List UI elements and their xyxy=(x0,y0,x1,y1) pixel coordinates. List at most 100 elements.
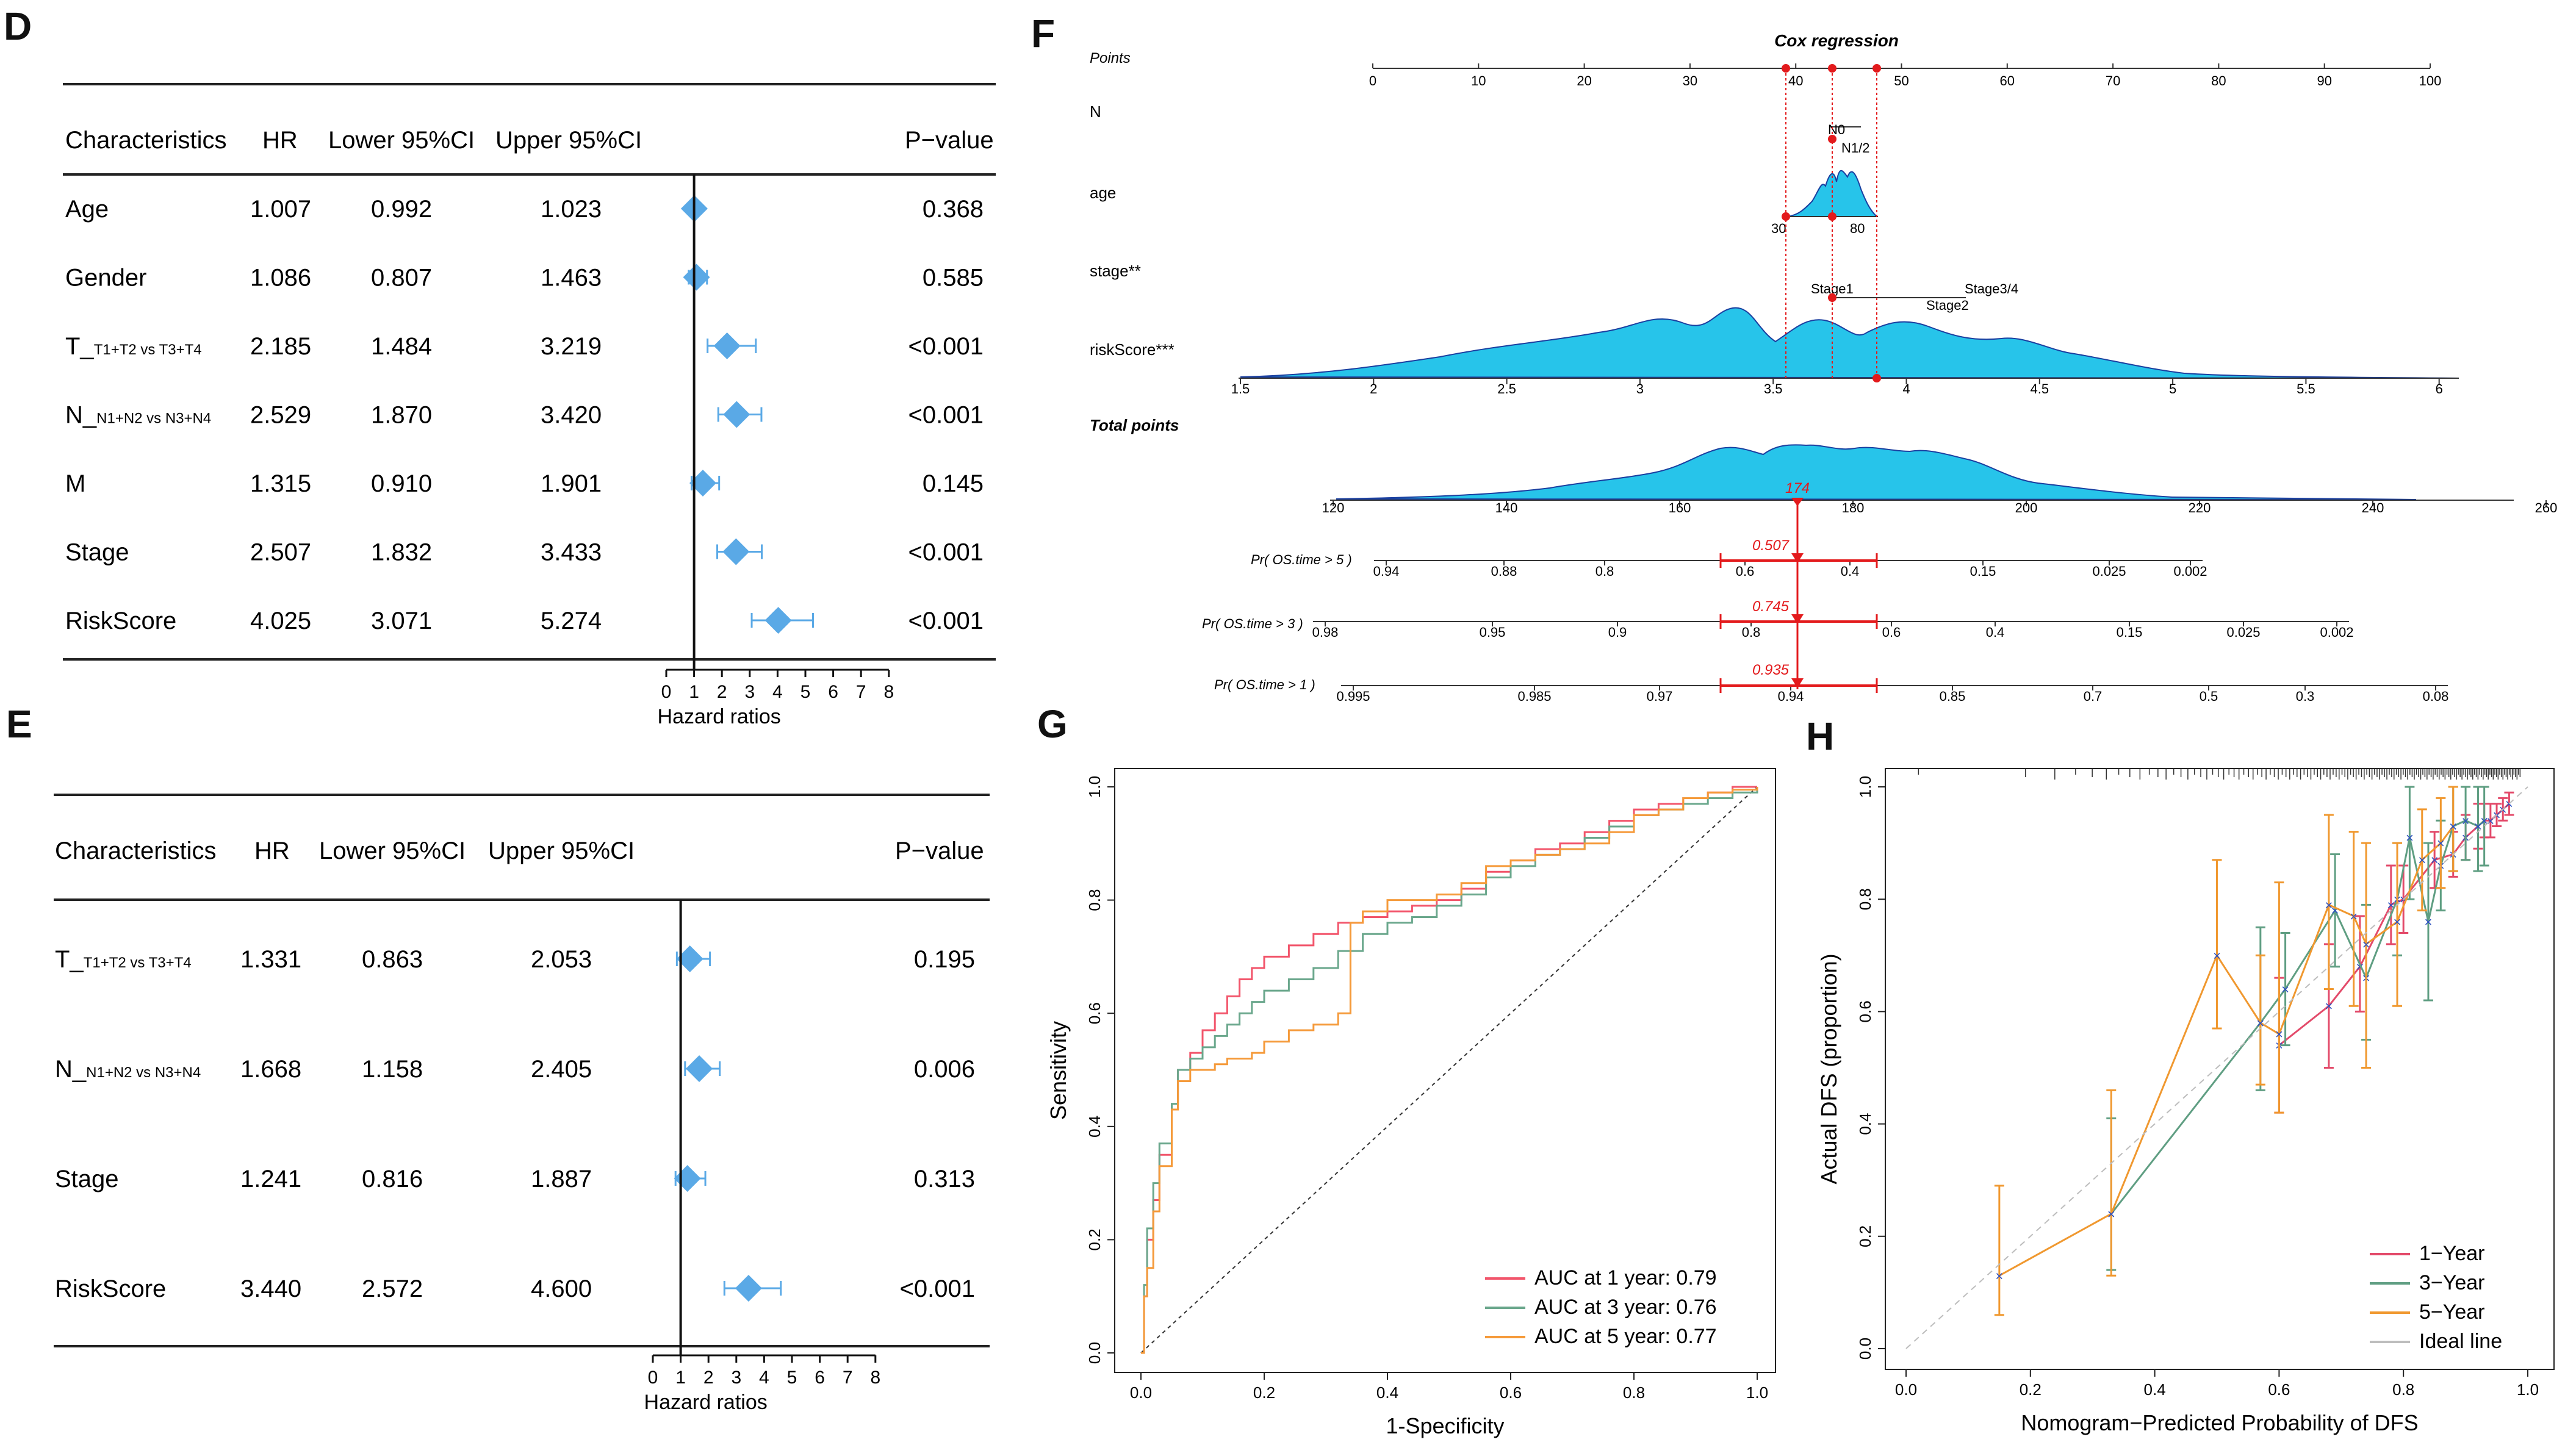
pr1-tick-label: 0.94 xyxy=(1778,689,1804,704)
x-tick-label: 0 xyxy=(648,1368,658,1388)
row-lower-ci: 1.832 xyxy=(371,539,432,566)
panel-letter-h: H xyxy=(1806,714,1835,758)
riskscore-tick-label: 1.5 xyxy=(1231,381,1250,396)
x-tick-label: 0.8 xyxy=(1623,1383,1645,1402)
score-point xyxy=(1828,212,1837,221)
row-lower-ci: 3.071 xyxy=(371,608,432,634)
pr1-tick-label: 0.5 xyxy=(2200,689,2218,704)
legend-label: 3−Year xyxy=(2419,1271,2484,1294)
total-points-label: Total points xyxy=(1090,416,1179,434)
row-upper-ci: 1.901 xyxy=(541,470,602,497)
row-lower-ci: 0.816 xyxy=(362,1166,423,1192)
score-point xyxy=(1782,212,1790,221)
row-hr: 1.315 xyxy=(250,470,311,497)
age-tick-label: 30 xyxy=(1771,221,1786,236)
points-tick-label: 50 xyxy=(1894,73,1908,88)
panel-letter-e: E xyxy=(6,702,32,746)
x-tick-label: 5 xyxy=(800,682,811,702)
total-tick-label: 220 xyxy=(2189,500,2211,515)
points-tick-label: 90 xyxy=(2317,73,2331,88)
data-point: × xyxy=(2325,999,2333,1014)
plot-frame xyxy=(1114,768,1776,1373)
total-tick-label: 240 xyxy=(2362,500,2384,515)
pr3-tick-label: 0.98 xyxy=(1312,625,1339,640)
x-tick-label: 6 xyxy=(815,1368,825,1388)
data-point: × xyxy=(2256,1016,2264,1031)
nomogram-f: Cox regression Points N age stage** risk… xyxy=(1090,31,2558,704)
pr5-tick-label: 0.15 xyxy=(1970,564,1996,579)
row-p-value: 0.145 xyxy=(923,470,984,497)
y-axis-title: Sensitivity xyxy=(1046,1021,1071,1120)
total-points-density xyxy=(1336,444,2417,500)
pr5-tick-label: 0.4 xyxy=(1841,564,1860,579)
row-hr: 2.185 xyxy=(250,333,311,360)
total-marker xyxy=(1791,498,1804,506)
data-point: × xyxy=(2486,813,2494,828)
plot-frame xyxy=(1885,768,2555,1370)
calibration-chart-h: 0.0 0.0 0.2 0.2 0.4 0.4 0.6 0.6 0.8 0.8 1.0 1.0 Nomo… xyxy=(1816,768,2555,1435)
row-lower-ci: 0.863 xyxy=(362,946,423,973)
row-characteristic: Stage xyxy=(55,1166,119,1192)
n-level: N1/2 xyxy=(1841,140,1869,156)
y-tick-label: 0.0 xyxy=(1085,1342,1104,1364)
data-point: × xyxy=(2275,1027,2283,1042)
riskscore-tick-label: 2 xyxy=(1370,381,1377,396)
legend-label: AUC at 5 year: 0.77 xyxy=(1534,1325,1717,1348)
row-upper-ci: 3.420 xyxy=(541,402,602,429)
row-lower-ci: 1.870 xyxy=(371,402,432,429)
row-characteristic: Stage xyxy=(65,539,129,566)
riskscore-tick-label: 5.5 xyxy=(2297,381,2315,396)
data-point: × xyxy=(2437,836,2445,851)
header-characteristics: Characteristics xyxy=(65,127,227,154)
data-point: × xyxy=(2449,819,2457,834)
riskscore-tick-label: 3 xyxy=(1636,381,1644,396)
total-tick-label: 180 xyxy=(1842,500,1865,515)
hr-diamond xyxy=(764,607,792,634)
riskscore-tick-label: 3.5 xyxy=(1764,381,1783,396)
header-lower-ci: Lower 95%CI xyxy=(328,127,475,154)
legend-box xyxy=(2361,1238,2544,1366)
pr3-label: Pr( OS.time > 3 ) xyxy=(1202,616,1303,631)
x-tick-label: 1 xyxy=(675,1368,686,1388)
prob-marker xyxy=(1791,678,1804,688)
prob-marker xyxy=(1791,553,1804,563)
pr1-tick-label: 0.7 xyxy=(2084,689,2103,704)
row-lower-ci: 0.807 xyxy=(371,265,432,292)
points-tick-label: 10 xyxy=(1471,73,1486,88)
hr-diamond xyxy=(686,1055,713,1082)
row-upper-ci: 5.274 xyxy=(541,608,602,634)
row-p-value: 0.368 xyxy=(923,196,984,223)
row-lower-ci: 0.992 xyxy=(371,196,432,223)
y-tick-label: 0.8 xyxy=(1856,888,1874,910)
data-point: × xyxy=(2505,797,2513,812)
total-tick-label: 160 xyxy=(1669,500,1691,515)
stage-level: Stage3/4 xyxy=(1965,281,2018,296)
row-hr: 2.507 xyxy=(250,539,311,566)
data-point: × xyxy=(2362,937,2370,952)
pr1-tick-label: 0.08 xyxy=(2423,689,2449,704)
pr1-value-label: 0.935 xyxy=(1752,662,1790,678)
pr5-tick-label: 0.94 xyxy=(1373,564,1400,579)
x-tick-label: 4 xyxy=(772,682,783,702)
pr1-tick-label: 0.3 xyxy=(2296,689,2315,704)
row-characteristic: N_N1+N2 vs N3+N4 xyxy=(65,402,211,429)
panel-letter-g: G xyxy=(1037,702,1068,746)
header-hr: HR xyxy=(262,127,298,154)
pr5-label: Pr( OS.time > 5 ) xyxy=(1251,552,1352,567)
score-point xyxy=(1828,135,1837,143)
row-characteristic: Age xyxy=(65,196,109,223)
data-point: × xyxy=(2281,982,2289,997)
hr-diamond xyxy=(676,945,703,972)
pr3-tick-label: 0.002 xyxy=(2320,625,2353,640)
riskscore-density xyxy=(1240,307,2459,379)
total-tick-label: 260 xyxy=(2535,500,2558,515)
pr1-tick-label: 0.985 xyxy=(1517,689,1551,704)
row-characteristic: Gender xyxy=(65,265,146,292)
riskscore-tick-label: 6 xyxy=(2436,381,2443,396)
pr1-tick-label: 0.85 xyxy=(1940,689,1966,704)
legend-label: 5−Year xyxy=(2419,1300,2484,1324)
row-hr: 4.025 xyxy=(250,608,311,634)
points-tick-label: 80 xyxy=(2211,73,2226,88)
n-label: N xyxy=(1090,102,1101,121)
pr3-tick-label: 0.95 xyxy=(1480,625,1506,640)
